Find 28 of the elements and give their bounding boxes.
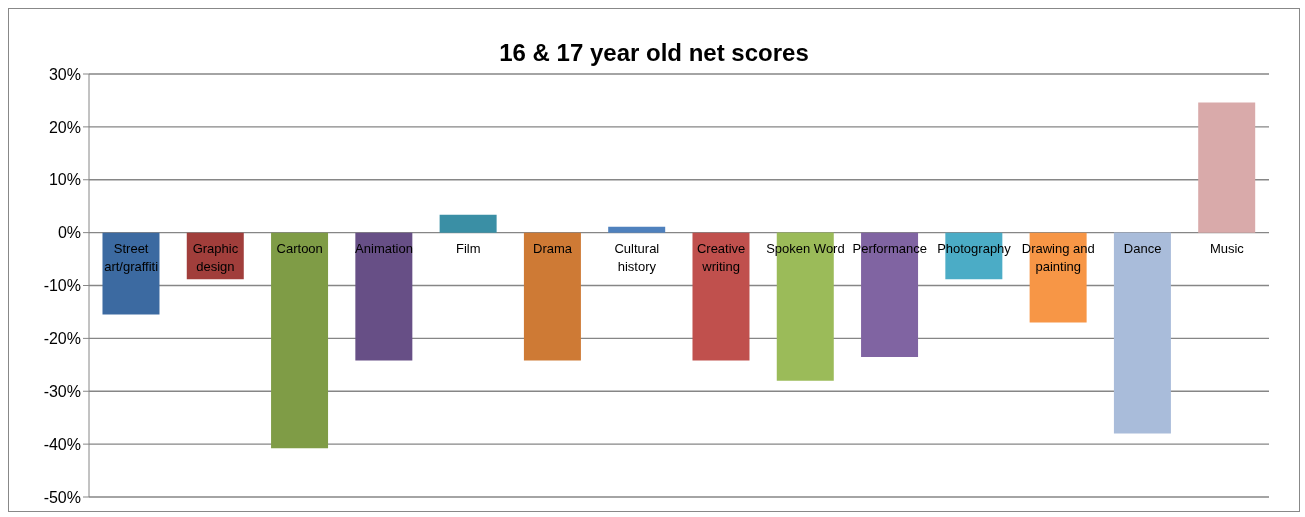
x-tick-label: Dance: [1123, 240, 1162, 256]
y-tick-label: -10%: [43, 277, 81, 295]
y-tick-label: -50%: [43, 488, 81, 506]
bar: [1113, 232, 1171, 434]
bar: [608, 226, 666, 233]
bar: [692, 232, 750, 361]
y-tick-label: 10%: [48, 171, 81, 189]
x-tick-label: Creative writing: [696, 240, 746, 274]
x-tick-label: Animation: [355, 240, 413, 256]
y-tick-label: 0%: [57, 224, 81, 242]
bar: [523, 232, 581, 361]
y-tick-label: -40%: [43, 435, 81, 453]
x-tick-label: Cartoon: [276, 240, 323, 256]
y-tick-label: 20%: [48, 118, 81, 136]
bar: [1198, 102, 1256, 233]
x-tick-label: Music: [1209, 240, 1245, 256]
x-tick-label: Film: [456, 240, 481, 256]
bar: [439, 214, 497, 233]
x-tick-label: Drama: [533, 240, 573, 256]
bar: [271, 232, 329, 449]
y-tick-label: -30%: [43, 382, 81, 400]
x-tick-label: Street art/graffiti: [104, 240, 159, 274]
y-tick-label: 30%: [48, 65, 81, 83]
x-tick-label: Cultural history: [614, 240, 660, 274]
y-tick-label: -20%: [43, 330, 81, 348]
chart-title: 16 & 17 year old net scores: [498, 39, 810, 67]
x-tick-label: Graphic design: [192, 240, 239, 274]
bar: [355, 232, 413, 361]
